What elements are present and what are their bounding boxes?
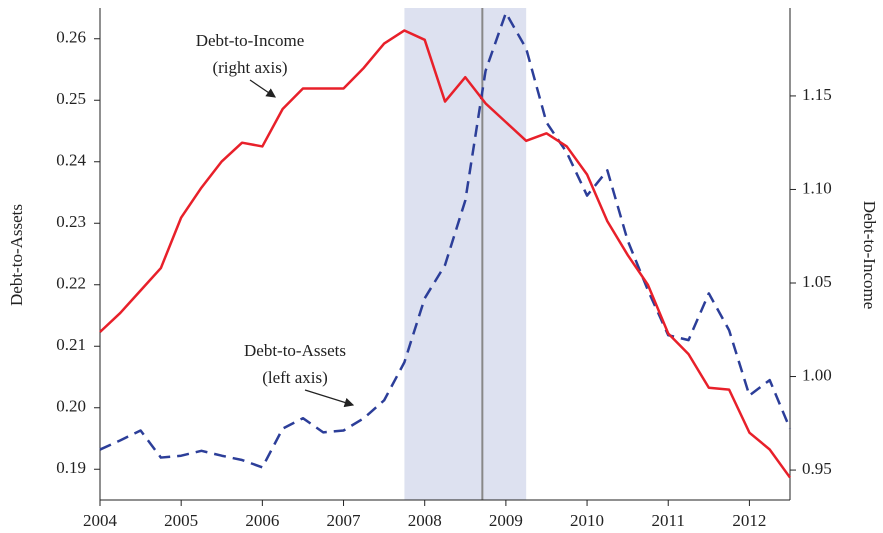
x-tick-label: 2006 bbox=[245, 511, 279, 530]
x-tick-label: 2011 bbox=[652, 511, 685, 530]
y-tick-label: 0.26 bbox=[56, 28, 86, 47]
shaded-span bbox=[404, 8, 527, 500]
y-tick-label: 0.20 bbox=[56, 397, 86, 416]
x-tick-label: 2008 bbox=[408, 511, 442, 530]
y2-tick-label: 1.00 bbox=[802, 365, 832, 384]
y-tick-label: 0.19 bbox=[56, 458, 86, 477]
annotation: (right axis) bbox=[212, 58, 287, 77]
y-tick-label: 0.25 bbox=[56, 89, 86, 108]
x-tick-label: 2005 bbox=[164, 511, 198, 530]
x-tick-label: 2007 bbox=[327, 511, 362, 530]
series-line bbox=[99, 11, 792, 469]
series-line bbox=[99, 29, 792, 479]
y2-tick-label: 1.05 bbox=[802, 272, 832, 291]
y-tick-label: 0.24 bbox=[56, 151, 86, 170]
annotation-arrow bbox=[249, 79, 276, 98]
annotation-arrow bbox=[304, 389, 355, 408]
y2-axis-label: Debt-to-Income bbox=[860, 201, 879, 310]
y2-tick-label: 1.15 bbox=[802, 85, 832, 104]
y-tick-label: 0.21 bbox=[56, 335, 86, 354]
y-tick-label: 0.22 bbox=[56, 274, 86, 293]
x-tick-label: 2009 bbox=[489, 511, 523, 530]
y2-tick-label: 1.10 bbox=[802, 178, 832, 197]
y2-tick-label: 0.95 bbox=[802, 459, 832, 478]
annotation: Debt-to-Income bbox=[196, 31, 305, 50]
y-tick-label: 0.23 bbox=[56, 212, 86, 231]
x-tick-label: 2010 bbox=[570, 511, 604, 530]
annotation: (left axis) bbox=[262, 368, 328, 387]
x-tick-label: 2012 bbox=[732, 511, 766, 530]
y-axis-label: Debt-to-Assets bbox=[7, 204, 26, 306]
x-tick-label: 2004 bbox=[83, 511, 118, 530]
annotation: Debt-to-Assets bbox=[244, 341, 346, 360]
